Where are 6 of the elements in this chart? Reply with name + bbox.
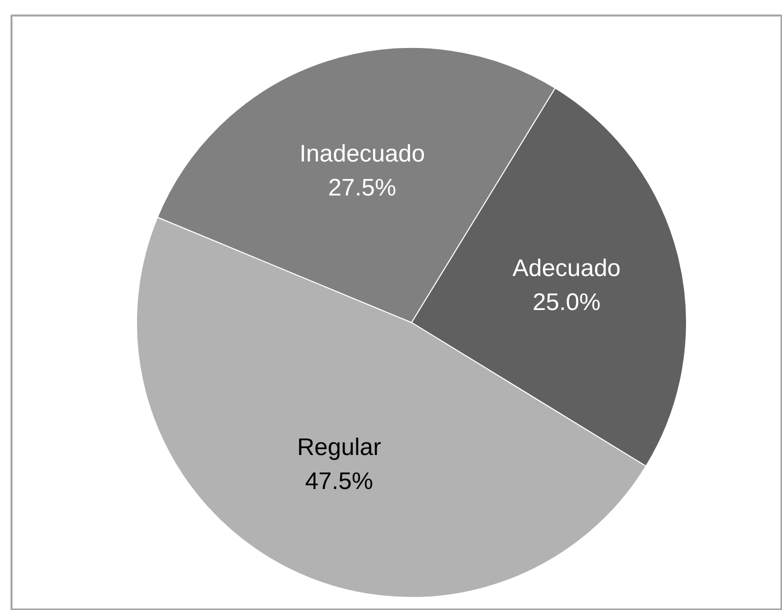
slice-label: Inadecuado bbox=[299, 140, 425, 168]
data-label: 27.5% bbox=[328, 174, 396, 202]
data-label: 25.0% bbox=[532, 288, 601, 316]
slice-label: Adecuado bbox=[512, 254, 621, 282]
slice-label: Regular bbox=[297, 434, 382, 462]
data-label: 47.5% bbox=[305, 468, 374, 496]
